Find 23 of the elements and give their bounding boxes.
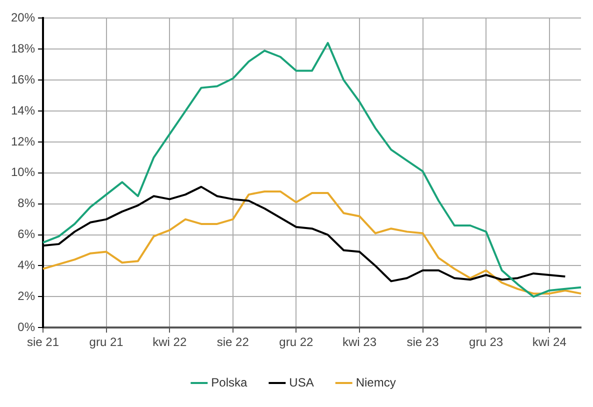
y-tick-label: 18% [10, 41, 36, 56]
x-tick-label: gru 22 [279, 335, 314, 350]
x-tick-label: kwi 24 [532, 335, 567, 350]
y-tick-label: 8% [18, 196, 36, 210]
x-tick-label: kwi 23 [342, 335, 377, 350]
x-tick-label: sie 23 [406, 335, 440, 350]
x-tick-label: gru 21 [89, 335, 124, 350]
y-tick-label: 2% [18, 288, 36, 303]
x-tick-label: sie 21 [27, 335, 60, 350]
legend-label: USA [289, 375, 314, 390]
y-tick-label: 0% [18, 320, 36, 334]
x-tick-label: gru 23 [469, 335, 504, 350]
x-tick-label: sie 22 [216, 335, 250, 350]
legend-label: Polska [211, 375, 248, 390]
legend-label: Niemcy [356, 375, 396, 390]
y-tick-label: 12% [10, 134, 36, 148]
y-tick-label: 6% [18, 227, 36, 242]
y-tick-label: 10% [10, 165, 36, 180]
y-tick-label: 14% [10, 103, 36, 118]
y-tick-label: 4% [18, 258, 36, 272]
y-tick-label: 16% [10, 72, 36, 86]
x-tick-label: kwi 22 [152, 335, 187, 350]
y-tick-label: 20% [10, 10, 36, 25]
